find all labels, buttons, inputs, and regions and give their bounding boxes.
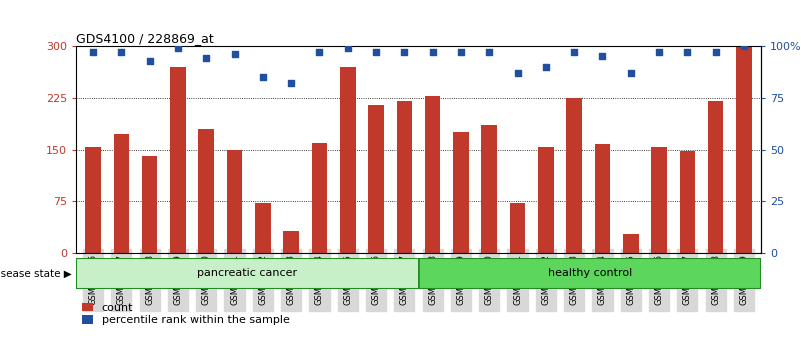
Bar [142,156,158,253]
Bar [227,150,243,253]
Bar [594,144,610,253]
Text: healthy control: healthy control [548,268,632,279]
Point [709,50,722,55]
Point [398,50,411,55]
Bar [425,96,441,253]
Legend: count, percentile rank within the sample: count, percentile rank within the sample [82,303,289,325]
Point [653,50,666,55]
Bar [340,67,356,253]
Bar [199,129,214,253]
Text: GDS4100 / 228869_at: GDS4100 / 228869_at [76,32,214,45]
Bar [651,148,667,253]
Bar [708,101,723,253]
Bar [85,148,101,253]
Bar [396,101,413,253]
Point [256,74,269,80]
Bar [418,258,761,289]
Point [454,50,467,55]
Text: pancreatic cancer: pancreatic cancer [197,268,297,279]
Point [426,50,439,55]
Point [596,53,609,59]
Point [738,43,751,49]
Point [171,45,184,51]
Bar [312,143,328,253]
Bar [453,132,469,253]
Bar [76,258,418,289]
Point [313,50,326,55]
Point [568,50,581,55]
Point [285,80,298,86]
Bar [679,151,695,253]
Point [341,45,354,51]
Point [483,50,496,55]
Bar [509,204,525,253]
Point [228,51,241,57]
Bar [736,46,752,253]
Point [539,64,552,70]
Point [511,70,524,76]
Bar [255,203,271,253]
Bar [538,148,553,253]
Point [115,50,128,55]
Text: disease state ▶: disease state ▶ [0,268,72,279]
Bar [284,231,299,253]
Point [200,56,213,61]
Point [681,50,694,55]
Bar [170,67,186,253]
Bar [114,135,129,253]
Bar [623,234,638,253]
Point [143,58,156,63]
Point [624,70,637,76]
Bar [481,125,497,253]
Bar [566,98,582,253]
Point [87,50,99,55]
Point [370,50,383,55]
Bar [368,105,384,253]
